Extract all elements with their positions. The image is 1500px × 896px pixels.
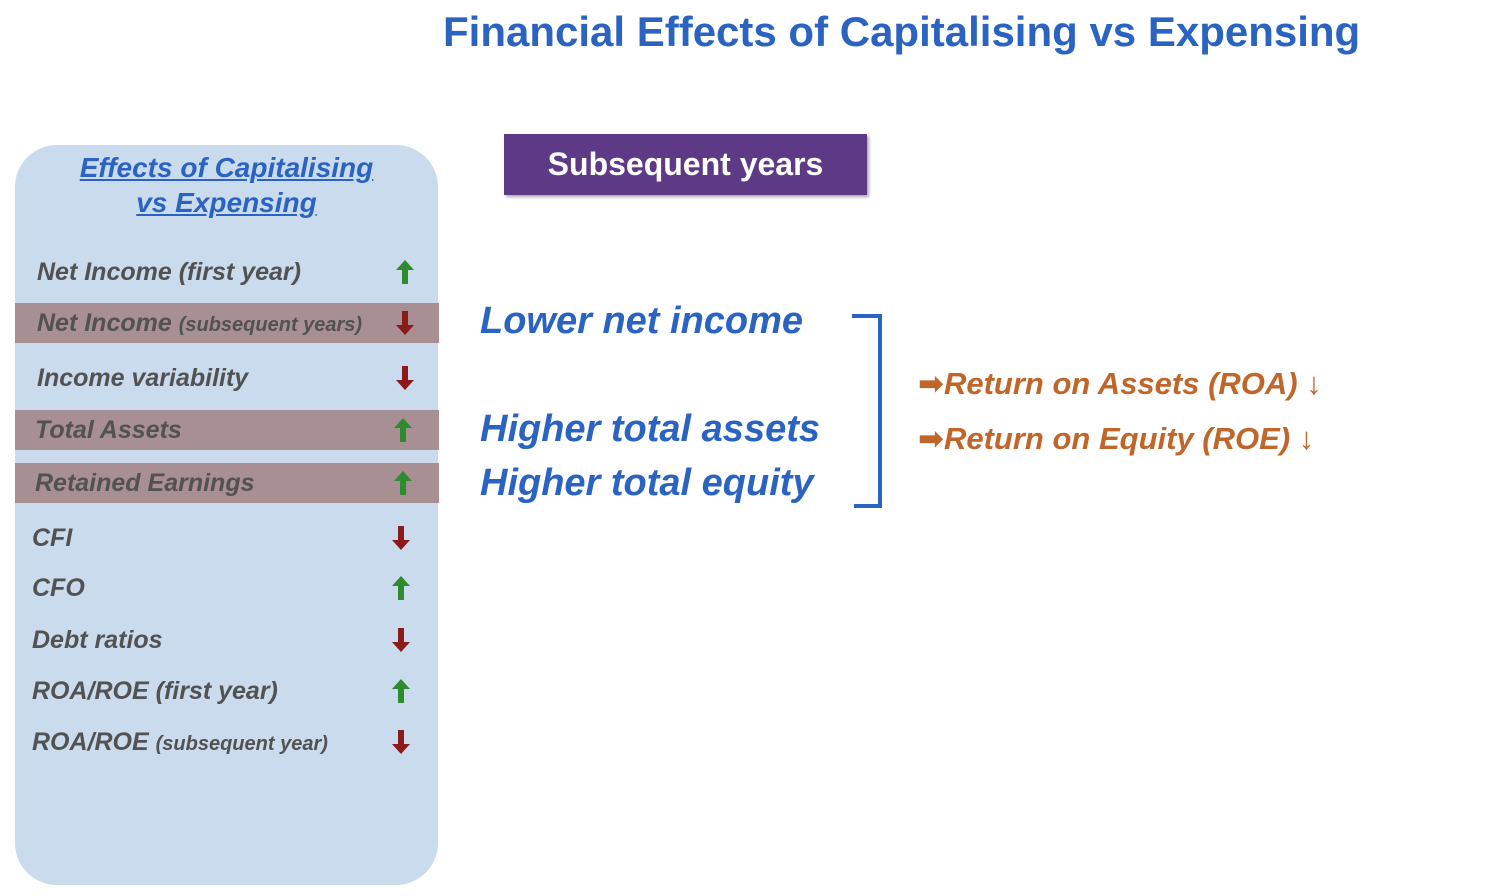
effect-row-debt-ratios: Debt ratios (15, 620, 439, 660)
effect-row-cfo: CFO (15, 568, 439, 608)
effect-row-cfi: CFI (15, 518, 439, 558)
row-label: Net Income (first year) (37, 257, 301, 286)
effects-panel (15, 145, 438, 885)
effect-lower-net-income: Lower net income (480, 300, 804, 342)
arrow-up-icon (396, 260, 414, 284)
row-label: ROA/ROE (subsequent year) (32, 727, 328, 756)
panel-title-line1: Effects of Capitalising (79, 152, 374, 183)
result-roe: ➡Return on Equity (ROE) ↓ (918, 421, 1315, 456)
arrow-down-icon (392, 730, 410, 754)
arrow-down-icon (396, 366, 414, 390)
effect-row-roa-roe-first-year: ROA/ROE (first year) (15, 671, 439, 711)
row-label: CFI (32, 523, 73, 552)
panel-title: Effects of Capitalising vs Expensing (15, 150, 438, 220)
subsequent-years-badge: Subsequent years (504, 134, 867, 195)
row-label: ROA/ROE (first year) (32, 676, 278, 705)
arrow-up-icon (394, 418, 412, 442)
arrow-up-icon (394, 471, 412, 495)
arrow-down-icon (392, 526, 410, 550)
row-label: Net Income (subsequent years) (37, 308, 363, 337)
result-roa: ➡Return on Assets (ROA) ↓ (918, 366, 1322, 401)
effect-higher-total-equity: Higher total equity (480, 462, 814, 504)
effect-row-retained-earnings: Retained Earnings (15, 463, 439, 503)
row-label: CFO (32, 573, 85, 602)
page-title: Financial Effects of Capitalising vs Exp… (443, 8, 1361, 55)
effect-row-total-assets: Total Assets (15, 410, 439, 450)
arrow-up-icon (392, 576, 410, 600)
panel-title-line2: vs Expensing (136, 187, 317, 218)
arrow-up-icon (392, 679, 410, 703)
effect-row-net-income-subsequent-years: Net Income (subsequent years) (15, 303, 439, 343)
row-label: Retained Earnings (35, 468, 255, 497)
row-label: Debt ratios (32, 625, 163, 654)
arrow-down-icon (396, 311, 414, 335)
effect-higher-total-assets: Higher total assets (480, 408, 820, 450)
effect-row-roa-roe-subsequent-year: ROA/ROE (subsequent year) (15, 722, 439, 762)
effect-row-income-variability: Income variability (15, 358, 439, 398)
effect-row-net-income-first-year: Net Income (first year) (15, 252, 439, 292)
row-label: Income variability (37, 363, 249, 392)
arrow-down-icon (392, 628, 410, 652)
right-bracket-icon (852, 314, 882, 508)
row-label: Total Assets (35, 415, 182, 444)
